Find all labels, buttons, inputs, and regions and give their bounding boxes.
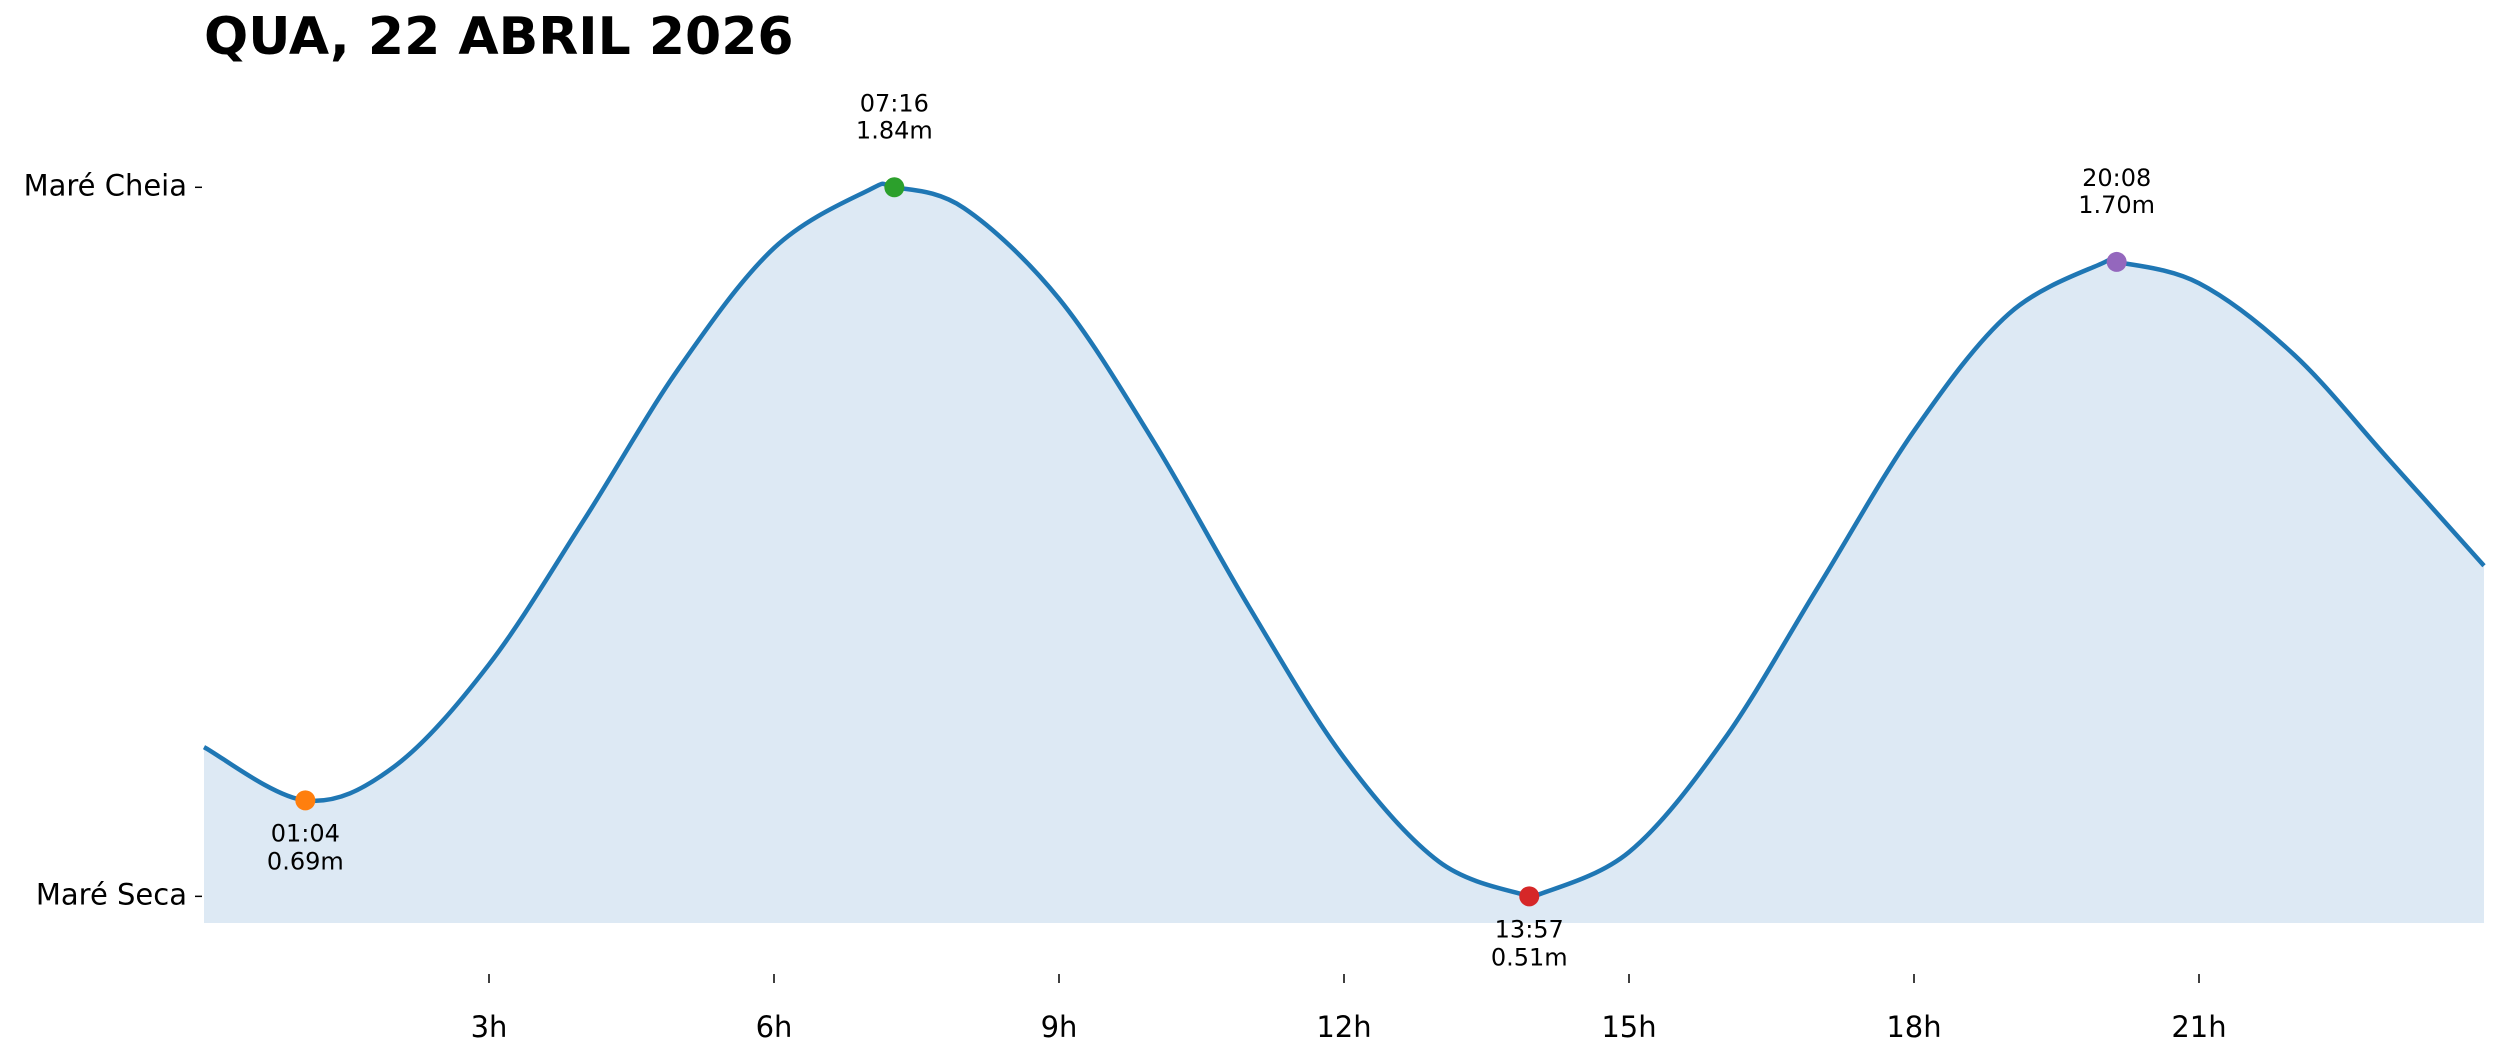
extreme-value: 0.51m: [1491, 943, 1568, 971]
x-tick-label: 12h: [1316, 1010, 1371, 1044]
extreme-time: 20:08: [2082, 164, 2151, 192]
x-tick-label: 21h: [2171, 1010, 2226, 1044]
tide-line: [202, 181, 2486, 904]
x-tick-label: 3h: [471, 1010, 508, 1044]
extreme-value: 1.84m: [856, 116, 933, 144]
extreme-point: [1519, 886, 1540, 907]
extreme-value: 1.70m: [2078, 191, 2155, 219]
x-tick-label: 18h: [1886, 1010, 1941, 1044]
extreme-point: [295, 790, 316, 811]
tide-area: [204, 183, 2484, 924]
chart-title: QUA, 22 ABRIL 2026: [204, 7, 794, 67]
extreme-time: 13:57: [1495, 915, 1564, 943]
x-tick-label: 9h: [1041, 1010, 1078, 1044]
y-tick-label: Maré Cheia: [24, 168, 187, 202]
extreme-time: 07:16: [860, 89, 929, 117]
extreme-value: 0.69m: [267, 847, 344, 875]
x-tick-label: 6h: [756, 1010, 793, 1044]
extreme-point: [2106, 251, 2127, 272]
x-tick-label: 15h: [1601, 1010, 1656, 1044]
y-tick-label: Maré Seca: [36, 877, 187, 911]
extreme-time: 01:04: [271, 819, 340, 847]
extreme-point: [884, 177, 905, 198]
